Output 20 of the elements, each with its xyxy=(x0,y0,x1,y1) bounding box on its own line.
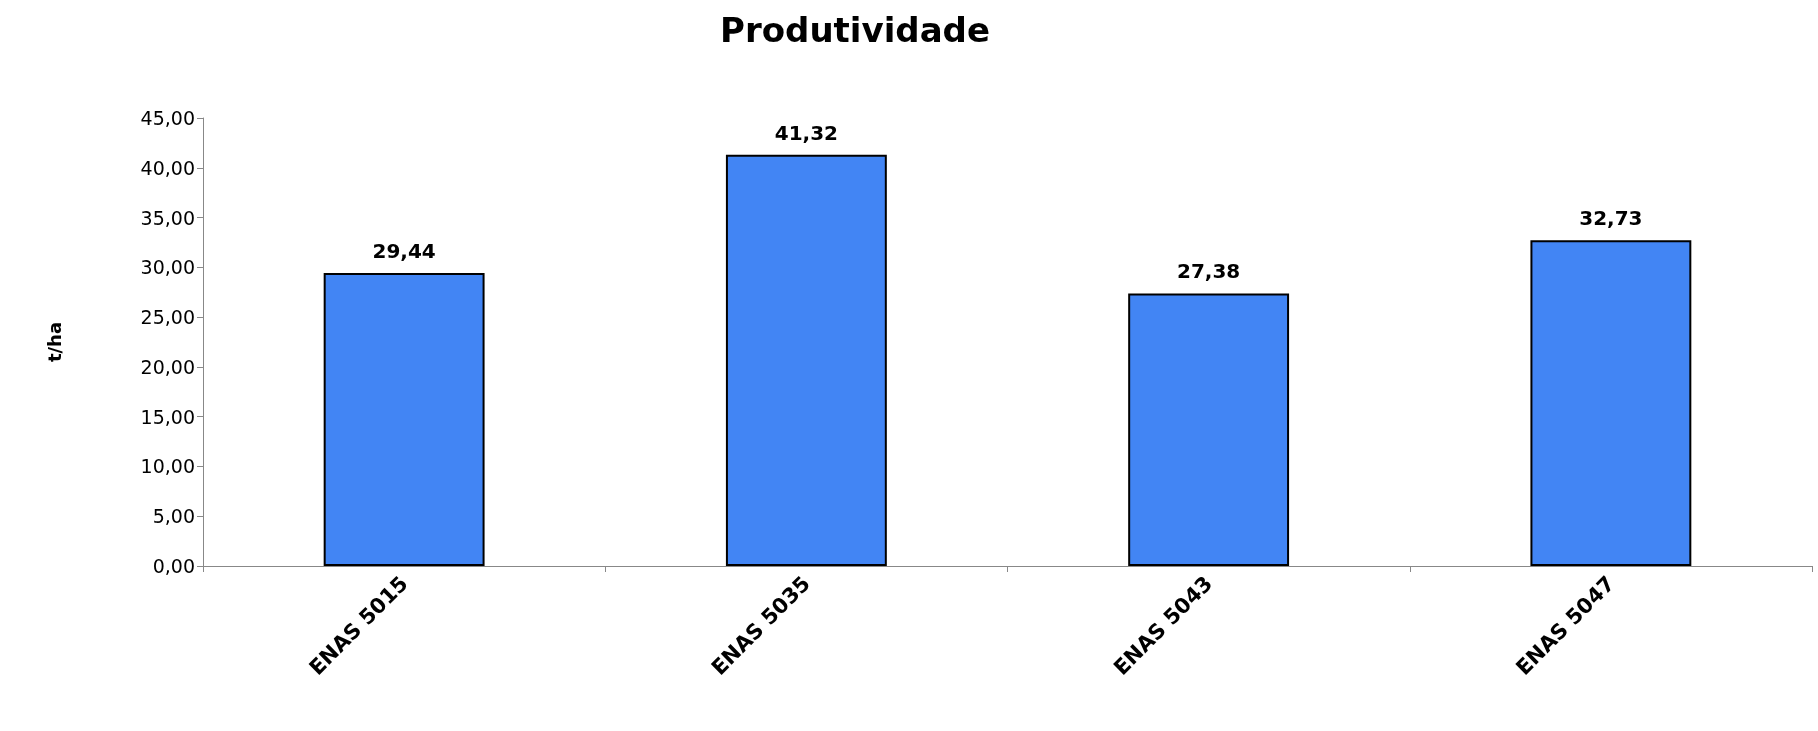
bar xyxy=(1128,293,1290,566)
bar xyxy=(725,154,887,566)
data-label: 29,44 xyxy=(372,238,436,263)
bar xyxy=(323,272,485,566)
y-tick-label: 30,00 xyxy=(140,256,195,279)
y-tick-label: 40,00 xyxy=(140,156,195,179)
data-label: 32,73 xyxy=(1579,206,1643,231)
bar xyxy=(1530,240,1692,566)
y-tick-label: 0,00 xyxy=(152,555,195,577)
y-tick-label: 5,00 xyxy=(152,505,195,528)
data-label: 27,38 xyxy=(1176,259,1241,284)
y-axis-title: t/ha xyxy=(43,321,65,363)
y-tick-label: 35,00 xyxy=(140,206,195,229)
y-tick-label: 25,00 xyxy=(140,306,195,329)
chart-title: Produtividade xyxy=(720,10,990,50)
y-tick-label: 45,00 xyxy=(140,107,195,129)
y-tick-label: 15,00 xyxy=(140,405,195,428)
data-label: 41,32 xyxy=(774,120,839,145)
y-tick-label: 20,00 xyxy=(140,355,195,378)
y-tick-label: 10,00 xyxy=(140,455,195,478)
